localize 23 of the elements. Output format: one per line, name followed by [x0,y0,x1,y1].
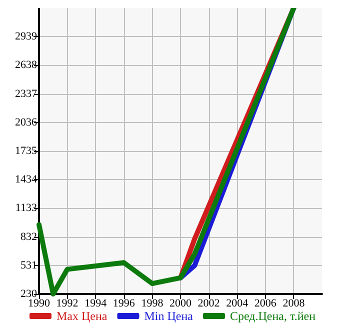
x-tick-label: 1990 [28,298,50,310]
x-tick-label: 2006 [254,298,277,310]
x-tick-label: 2004 [226,298,249,310]
y-tick-label: 2036 [15,116,38,128]
x-tick-label: 2008 [282,298,306,310]
legend-label: Min Цена [144,309,194,323]
x-tick-label: 1998 [141,298,164,310]
legend-label: Сред.Цена, т.йен [230,309,316,323]
y-tick-label: 1735 [15,145,38,157]
y-tick-label: 230 [20,288,38,300]
y-tick-label: 2337 [15,88,38,100]
x-tick-label: 2000 [170,298,192,310]
legend-label: Max Цена [56,309,108,323]
x-tick-label: 1992 [56,298,78,310]
y-tick-label: 531 [20,259,37,272]
y-tick-label: 1133 [15,202,38,214]
y-tick-label: 2638 [15,59,38,72]
y-tick-label: 2939 [15,30,38,43]
y-tick-label: 832 [20,230,37,243]
y-tick-label: 1434 [15,174,38,186]
x-tick-label: 2002 [198,298,220,310]
x-tick-label: 1996 [112,298,136,310]
x-tick-label: 1994 [84,298,108,310]
